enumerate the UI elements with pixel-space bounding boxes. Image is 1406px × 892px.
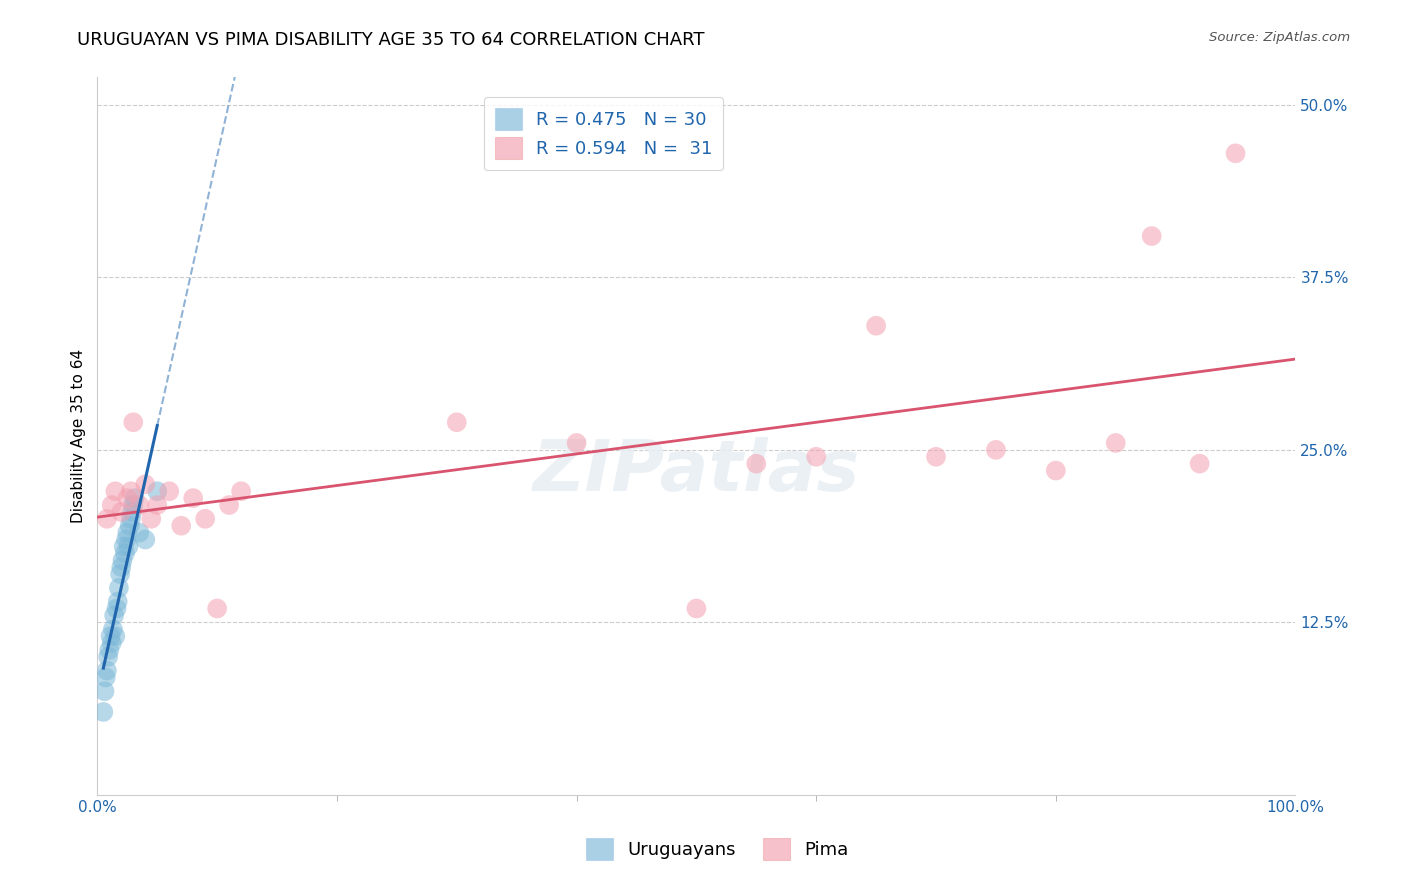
Point: [115, 533, 138, 547]
Point: [96, 664, 118, 678]
Point: [93, 705, 115, 719]
Point: [100, 629, 122, 643]
Legend: R = 0.475   N = 30, R = 0.594   N =  31: R = 0.475 N = 30, R = 0.594 N = 31: [484, 97, 723, 170]
Point: [107, 594, 129, 608]
Point: [181, 491, 204, 505]
Point: [218, 498, 240, 512]
Point: [925, 450, 948, 464]
Point: [110, 560, 132, 574]
Point: [194, 512, 217, 526]
Point: [134, 533, 156, 547]
Point: [1105, 436, 1128, 450]
Point: [117, 525, 139, 540]
Point: [114, 546, 136, 560]
Point: [117, 491, 139, 505]
Point: [120, 512, 142, 526]
Point: [157, 484, 180, 499]
Point: [96, 512, 118, 526]
Point: [229, 484, 252, 499]
Point: [134, 477, 156, 491]
Point: [745, 457, 768, 471]
Point: [170, 518, 193, 533]
Point: [105, 601, 128, 615]
Point: [446, 415, 468, 429]
Point: [120, 484, 142, 499]
Point: [205, 601, 228, 615]
Point: [108, 567, 131, 582]
Point: [101, 622, 124, 636]
Point: [118, 518, 141, 533]
Point: [111, 553, 134, 567]
Point: [108, 581, 131, 595]
Point: [1140, 229, 1163, 244]
Point: [984, 442, 1007, 457]
Point: [110, 505, 132, 519]
Point: [124, 491, 146, 505]
Point: [128, 525, 150, 540]
Legend: Uruguayans, Pima: Uruguayans, Pima: [578, 830, 856, 867]
Point: [122, 415, 145, 429]
Point: [93, 684, 115, 698]
Point: [104, 629, 127, 643]
Text: URUGUAYAN VS PIMA DISABILITY AGE 35 TO 64 CORRELATION CHART: URUGUAYAN VS PIMA DISABILITY AGE 35 TO 6…: [77, 31, 704, 49]
Point: [100, 498, 122, 512]
Point: [1045, 464, 1067, 478]
Point: [97, 649, 120, 664]
Point: [141, 512, 163, 526]
Point: [94, 670, 117, 684]
Point: [112, 540, 135, 554]
Point: [685, 601, 707, 615]
Point: [117, 540, 139, 554]
Point: [128, 498, 150, 512]
Point: [103, 608, 125, 623]
Point: [122, 498, 145, 512]
Y-axis label: Disability Age 35 to 64: Disability Age 35 to 64: [72, 349, 86, 523]
Text: ZIPatlas: ZIPatlas: [533, 437, 860, 507]
Point: [565, 436, 588, 450]
Text: Source: ZipAtlas.com: Source: ZipAtlas.com: [1209, 31, 1350, 45]
Point: [100, 636, 122, 650]
Point: [121, 505, 143, 519]
Point: [1188, 457, 1211, 471]
Point: [806, 450, 828, 464]
Point: [146, 498, 169, 512]
Point: [1225, 146, 1247, 161]
Point: [98, 643, 121, 657]
Point: [865, 318, 887, 333]
Point: [104, 484, 127, 499]
Point: [146, 484, 169, 499]
